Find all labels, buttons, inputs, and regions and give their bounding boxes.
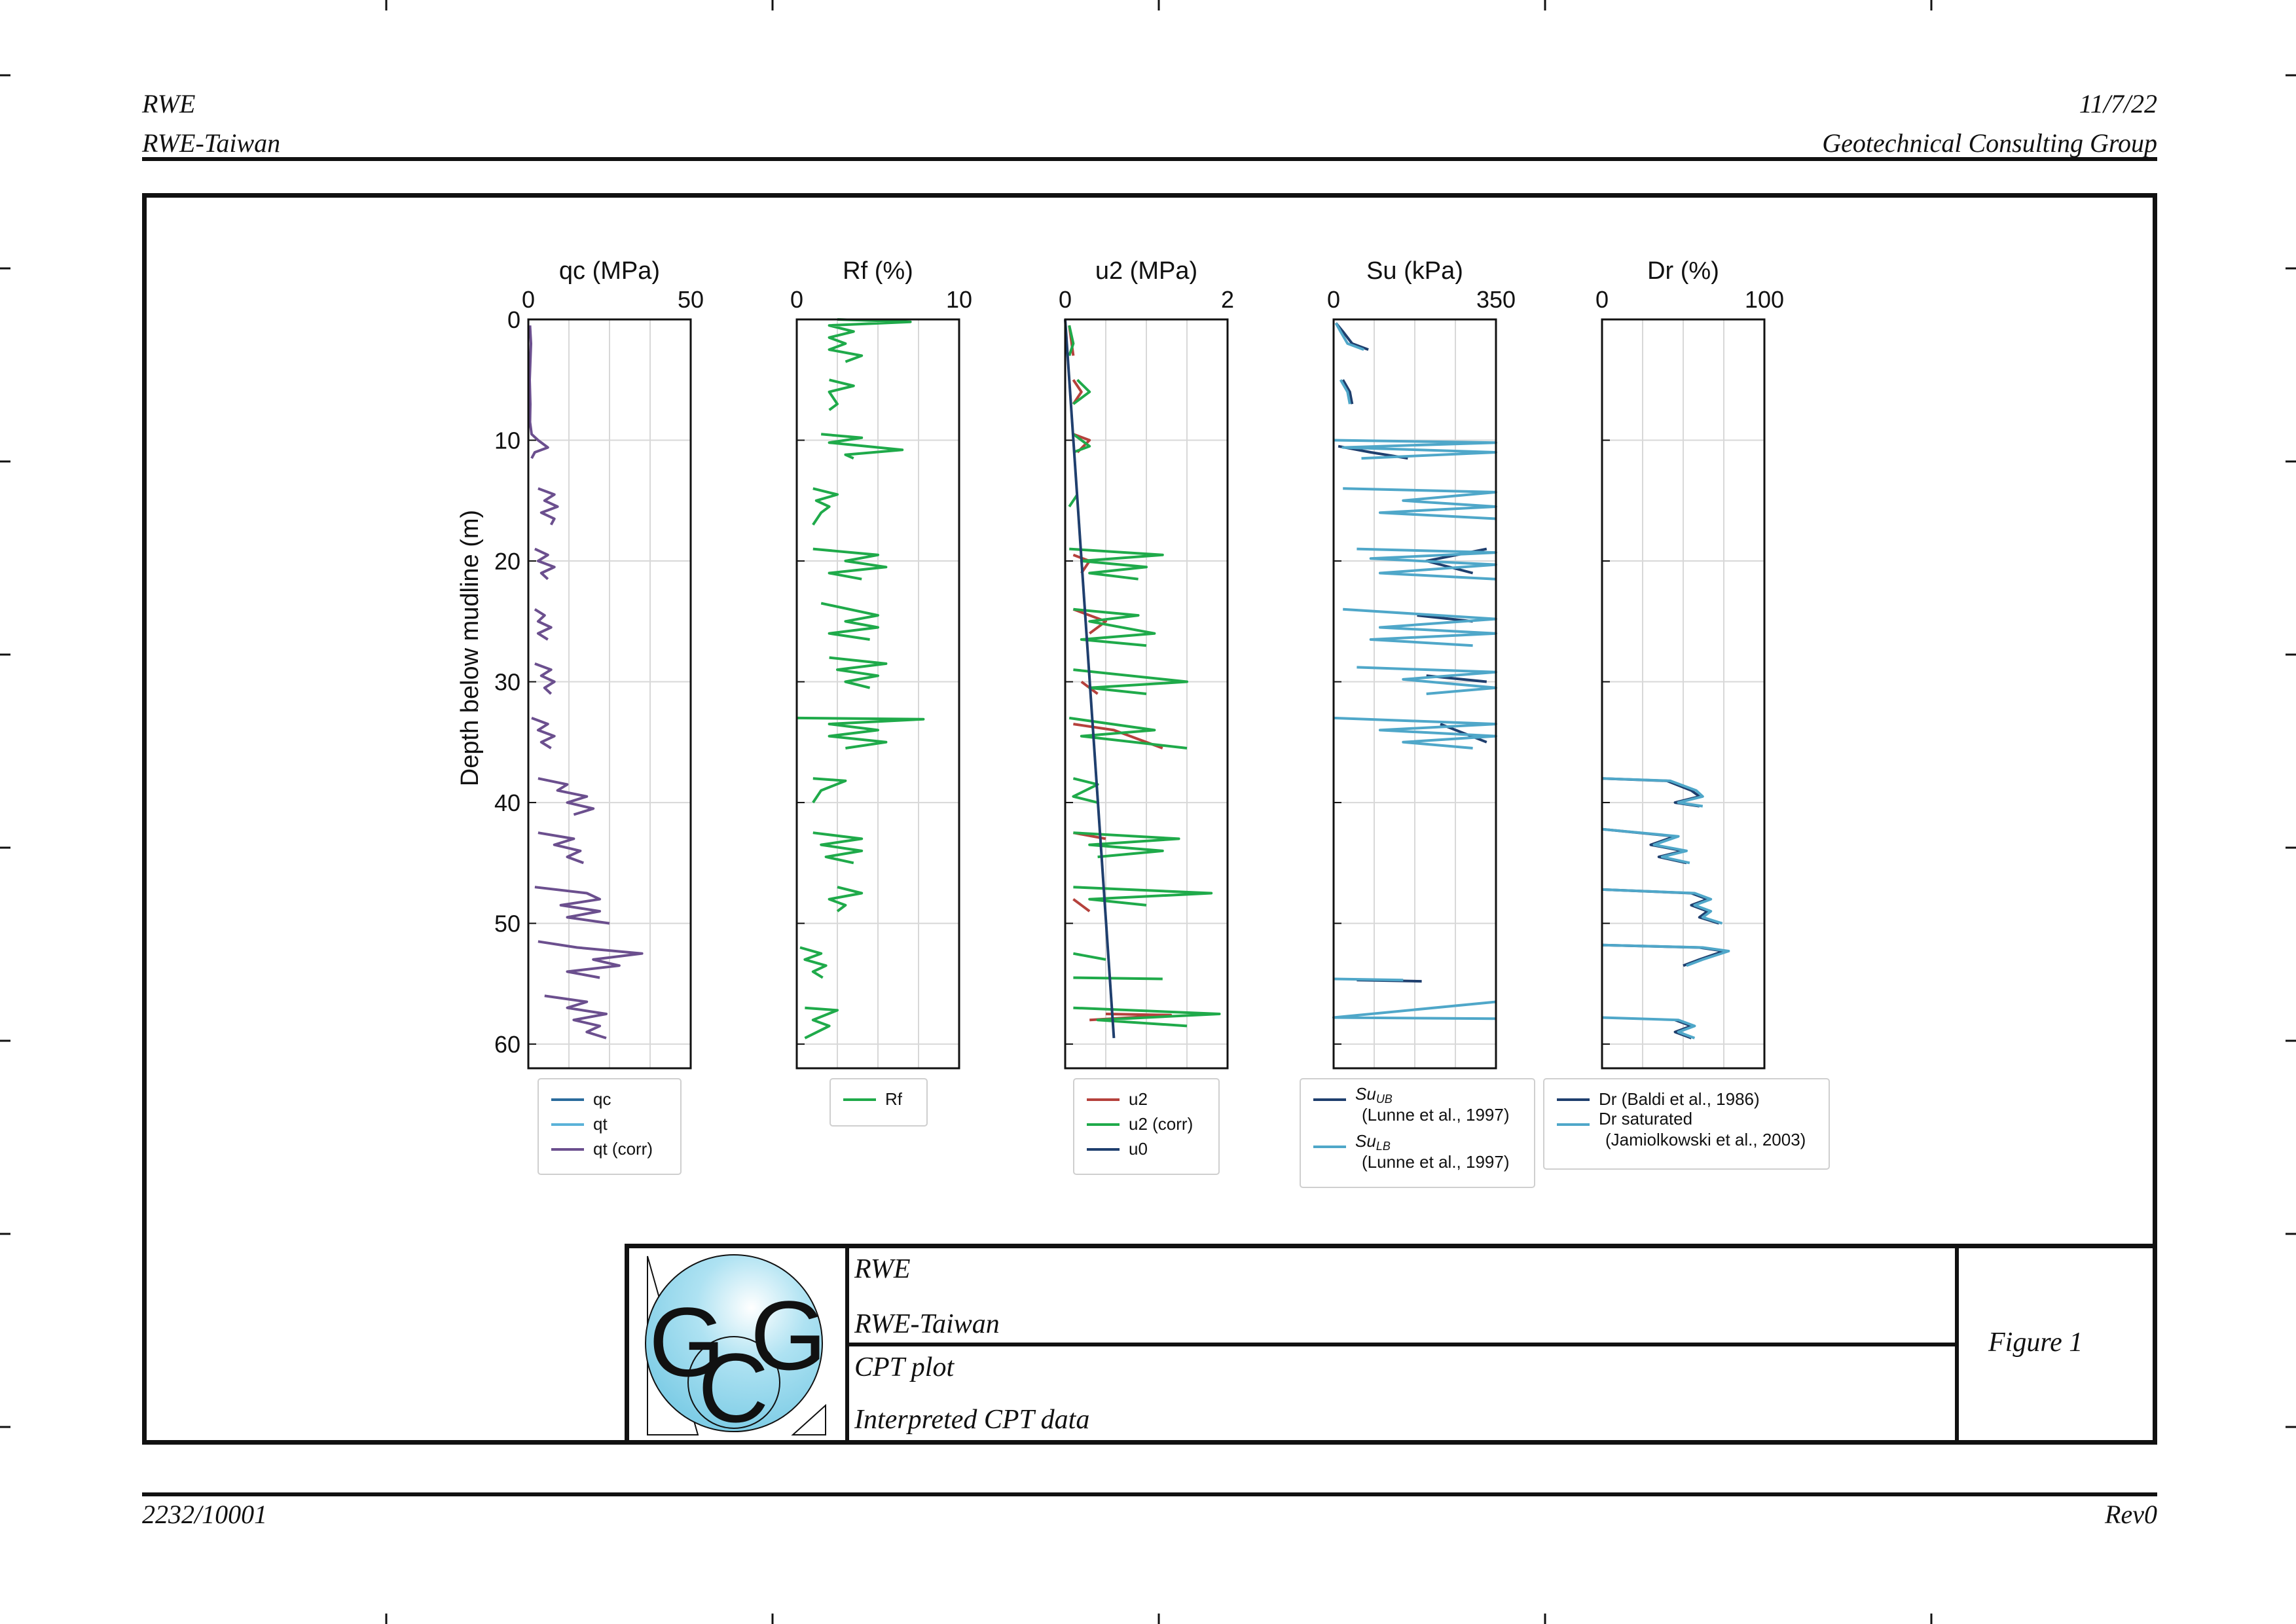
plot-frame — [527, 318, 692, 1070]
panel-title: Rf (%) — [843, 257, 913, 285]
panel-title: qc (MPa) — [559, 257, 660, 285]
y-tick-label: 0 — [507, 306, 520, 333]
footer-rule — [142, 1492, 2157, 1496]
panel-title: u2 (MPa) — [1095, 257, 1197, 285]
legend-3: SuUB(Lunne et al., 1997)SuLB(Lunne et al… — [1300, 1078, 1535, 1188]
title-block: G C G RWE RWE-Taiwan CPT plot Interprete… — [625, 1244, 2157, 1445]
legend-label: Dr saturated — [1599, 1109, 1692, 1128]
panel-title: Su (kPa) — [1366, 257, 1463, 285]
legend-label: qc — [593, 1089, 611, 1109]
x-tick-label: 0 — [1327, 286, 1340, 313]
panel-title: Dr (%) — [1647, 257, 1719, 285]
legend-box — [829, 1078, 928, 1127]
title-block-figure: Figure 1 — [1988, 1327, 2083, 1358]
legend-2: u2 u2 (corr) u0 — [1073, 1078, 1220, 1175]
plot-frame — [1332, 318, 1497, 1070]
logo-letter-c: C — [698, 1333, 769, 1440]
title-block-client-cell: RWE RWE-Taiwan — [849, 1248, 1959, 1346]
x-tick-label: 50 — [678, 286, 704, 313]
header-rule — [142, 157, 2157, 161]
title-block-title-cell: CPT plot Interpreted CPT data — [849, 1346, 1959, 1440]
y-tick-label: 40 — [494, 789, 520, 816]
x-tick-label: 100 — [1745, 286, 1784, 313]
series-line-qt_corr — [528, 325, 644, 1039]
y-axis-label: Depth below mudline (m) — [456, 510, 484, 786]
gcg-logo: G C G — [645, 1254, 827, 1443]
header-project: RWE-Taiwan — [142, 128, 281, 158]
legend-label-line2: (Jamiolkowski et al., 2003) — [1605, 1130, 1806, 1149]
legend-4: Dr (Baldi et al., 1986)Dr saturated (Jami… — [1543, 1078, 1830, 1170]
legend-0: qc qt qt (corr) — [538, 1078, 682, 1175]
logo-letter-g1: G — [649, 1287, 725, 1397]
legend-label: Rf — [885, 1089, 903, 1109]
title-block-subtitle: Interpreted CPT data — [854, 1405, 1090, 1435]
series-line-dr_sat — [1601, 777, 1730, 1039]
legend-label: SuLB — [1355, 1131, 1391, 1153]
title-block-title: CPT plot — [854, 1352, 955, 1382]
y-tick-label: 10 — [494, 427, 520, 454]
title-block-logo-cell: G C G — [629, 1248, 849, 1443]
footer-revision: Rev0 — [2105, 1500, 2157, 1529]
panel-2: u2 (MPa) 0 2 — [1059, 257, 1234, 1070]
legend-box — [1300, 1078, 1535, 1188]
panel-3: Su (kPa) 0 350 — [1327, 257, 1516, 1070]
footer-job-number: 2232/10001 — [142, 1500, 268, 1529]
legend-label: SuUB — [1355, 1084, 1393, 1106]
panel-0: qc (MPa) 0 50 0 10 20 30 40 50 60 Depth below mudl… — [456, 257, 704, 1070]
header-date: 11/7/22 — [2079, 89, 2157, 118]
legend-label: u0 — [1129, 1139, 1148, 1159]
x-tick-label: 350 — [1476, 286, 1516, 313]
legend-label: Dr (Baldi et al., 1986) — [1599, 1089, 1760, 1109]
y-tick-label: 50 — [494, 911, 520, 937]
x-tick-label: 0 — [1595, 286, 1609, 313]
panel-4: Dr (%) 0 100 — [1595, 257, 1784, 1070]
x-tick-label: 2 — [1221, 286, 1234, 313]
legend-label: u2 — [1129, 1089, 1148, 1109]
series-line-u2_corr — [1068, 325, 1221, 1028]
panel-1: Rf (%) 0 10 — [790, 257, 972, 1070]
title-block-client: RWE — [854, 1254, 911, 1284]
legend-label: u2 (corr) — [1129, 1114, 1193, 1134]
series-line-u0 — [1064, 319, 1116, 1039]
header-company: Geotechnical Consulting Group — [1822, 128, 2157, 158]
y-tick-label: 20 — [494, 548, 520, 575]
series-line-u2 — [1068, 325, 1173, 1022]
legend-1: Rf — [829, 1078, 928, 1127]
y-tick-label: 60 — [494, 1031, 520, 1058]
legend-label-line2: (Lunne et al., 1997) — [1362, 1105, 1510, 1125]
logo-letter-g2: G — [750, 1280, 827, 1390]
series-line-su_lb — [1332, 322, 1497, 1020]
header-client: RWE — [142, 89, 196, 118]
x-tick-label: 0 — [790, 286, 803, 313]
legend-label: qt — [593, 1114, 608, 1134]
legend-box — [1543, 1078, 1830, 1170]
plot-frame — [1064, 318, 1229, 1070]
x-tick-label: 10 — [946, 286, 972, 313]
title-block-figure-cell: Figure 1 — [1959, 1248, 2153, 1440]
y-tick-label: 30 — [494, 669, 520, 696]
plot-frame — [795, 318, 960, 1070]
legend-label-line2: (Lunne et al., 1997) — [1362, 1152, 1510, 1172]
legend-label: qt (corr) — [593, 1139, 653, 1159]
x-tick-label: 0 — [522, 286, 535, 313]
series-line-rf — [796, 318, 925, 1039]
x-tick-label: 0 — [1059, 286, 1072, 313]
title-block-project: RWE-Taiwan — [854, 1309, 1000, 1339]
plot-frame — [1601, 318, 1766, 1070]
